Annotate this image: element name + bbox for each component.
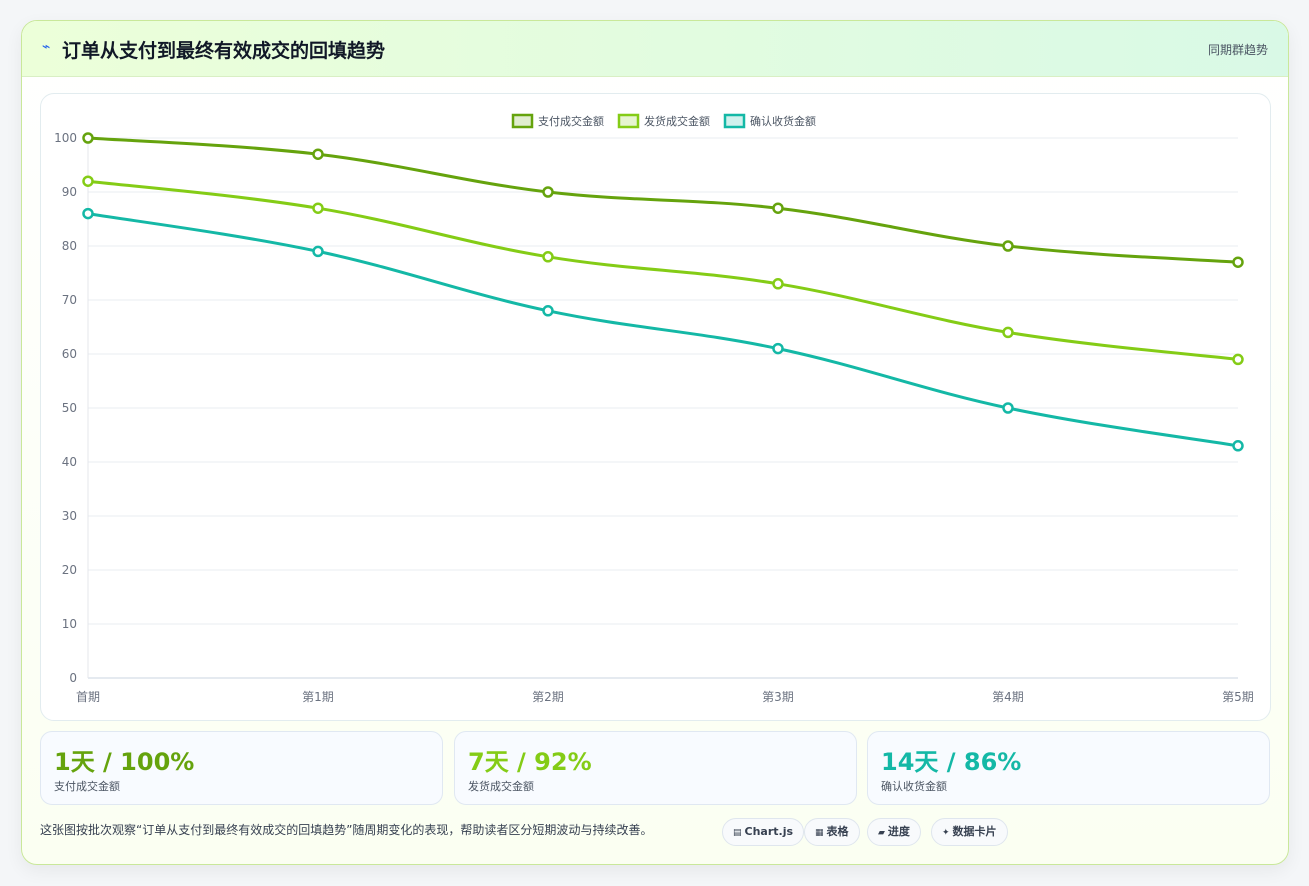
data-point [1002,402,1014,414]
table-icon: ▦ [815,828,824,838]
chip-label: Chart.js [744,825,794,838]
stat-cards: 1天 / 100% 支付成交金额 7天 / 92% 发货成交金额 14天 / 8… [40,731,1271,805]
chart-panel: 0 10 20 30 40 50 60 70 80 90 100 首期 第1期 第2期 第3期 第4期 第5期 支… [40,93,1271,721]
y-tick-label: 80 [62,239,77,253]
legend-label: 支付成交金额 [538,114,604,128]
series-line-1 [87,179,1239,361]
y-tick-label: 30 [62,509,77,523]
data-point [312,148,324,160]
chip-chartjs[interactable]: ▤ Chart.js [722,818,805,846]
line-chart: 0 10 20 30 40 50 60 70 80 90 100 首期 第1期 第2期 第3期 第4期 第5期 支… [54,113,1254,704]
x-tick-label: 第1期 [302,690,334,704]
y-tick-label: 100 [54,131,77,145]
x-tick-label: 第3期 [762,690,794,704]
data-point [1232,440,1244,452]
y-tick-label: 40 [62,455,77,469]
stat-label: 支付成交金额 [54,780,120,793]
data-point [82,132,94,144]
data-point [772,342,784,355]
stat-label: 确认收货金额 [881,780,947,793]
y-tick-label: 10 [62,617,77,631]
chart-card: ⌁ 订单从支付到最终有效成交的回填趋势 同期群趋势 0 10 20 30 40 50 60 7… [21,20,1289,865]
chip-label: 表格 [826,825,849,838]
stat-card-received: 14天 / 86% 确认收货金额 [867,731,1270,805]
y-tick-label: 50 [62,401,77,415]
legend-swatch [617,113,640,129]
series-line-2 [87,212,1239,448]
x-tick-label: 首期 [76,690,100,704]
progress-icon: ▰ [878,828,885,838]
stat-value: 14天 / 86% [881,748,1022,776]
chip-table[interactable]: ▦ 表格 [804,818,860,846]
data-point [542,251,554,263]
chip-label: 数据卡片 [952,825,997,838]
legend-label: 发货成交金额 [644,114,710,128]
y-tick-label: 0 [69,671,77,685]
data-point [1232,353,1244,366]
chip-data-card[interactable]: ✦ 数据卡片 [931,818,1008,846]
data-point [82,207,94,220]
bolt-icon: ⌁ [42,39,51,55]
chip-label: 进度 [887,825,910,838]
stat-card-payment: 1天 / 100% 支付成交金额 [40,731,443,805]
legend-swatch [511,113,534,129]
y-tick-label: 90 [62,185,77,199]
x-tick-label: 第5期 [1222,690,1254,704]
page-title: 订单从支付到最终有效成交的回填趋势 [62,40,386,62]
data-point [312,245,324,258]
stat-value: 1天 / 100% [54,748,195,776]
data-point [542,305,554,317]
sparkle-icon: ✦ [942,828,950,838]
data-point [312,202,324,214]
y-tick-label: 70 [62,293,77,307]
x-tick-label: 第2期 [532,690,564,704]
stat-label: 发货成交金额 [468,780,534,793]
series-line-0 [87,136,1239,264]
data-point [772,202,784,214]
data-point [1002,326,1014,339]
data-point [1232,256,1244,268]
y-tick-label: 20 [62,563,77,577]
chip-progress[interactable]: ▰ 进度 [867,818,921,846]
data-point [82,175,94,187]
data-point [1002,240,1014,252]
stat-card-shipping: 7天 / 92% 发货成交金额 [454,731,857,805]
y-tick-label: 60 [62,347,77,361]
chart-description: 这张图按批次观察“订单从支付到最终有效成交的回填趋势”随周期变化的表现，帮助读者… [40,823,653,837]
legend-label: 确认收货金额 [750,114,816,128]
stat-value: 7天 / 92% [468,748,592,776]
cohort-badge: 同期群趋势 [1207,43,1268,57]
chart-icon: ▤ [733,828,742,838]
x-tick-label: 第4期 [992,690,1024,704]
legend-swatch [723,113,746,129]
data-point [772,278,784,290]
card-header: ⌁ 订单从支付到最终有效成交的回填趋势 同期群趋势 [22,21,1288,77]
data-point [542,186,554,198]
